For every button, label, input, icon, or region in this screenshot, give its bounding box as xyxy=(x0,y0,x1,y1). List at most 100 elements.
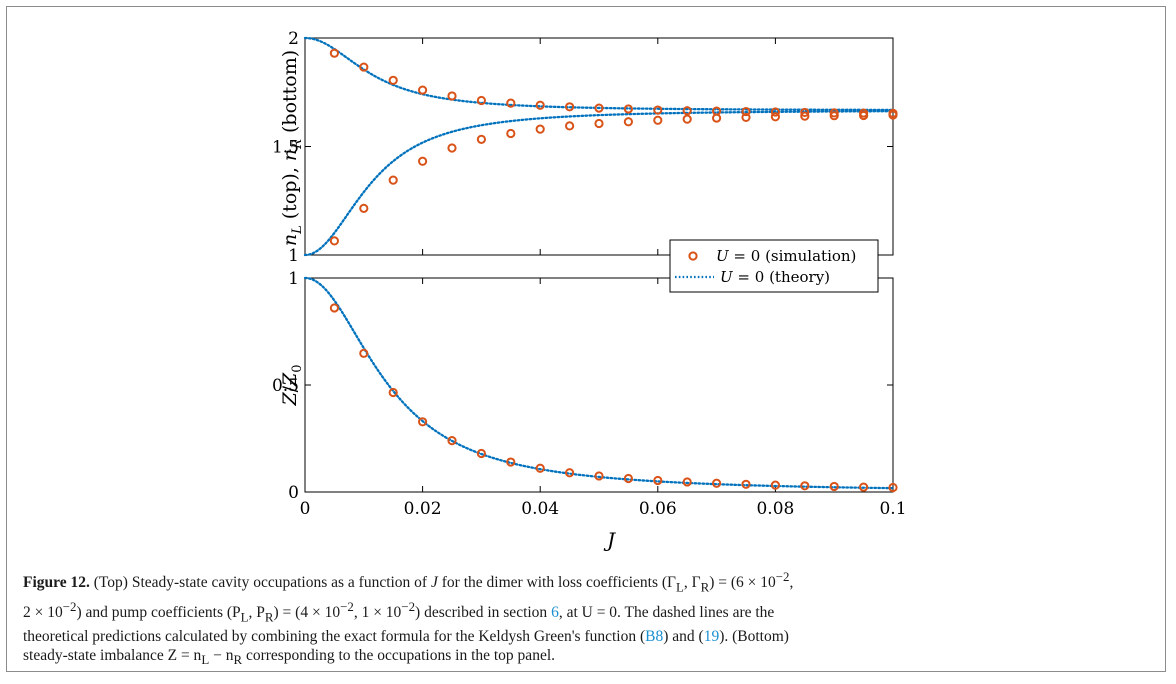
caption-text: corresponding to the occupations in the … xyxy=(242,647,555,664)
data-point xyxy=(447,143,457,153)
figure-plot: 11.52 00.510 0.02 0.04 0.06 0.08 0.1 nL (top)… xyxy=(272,29,907,552)
top-y-label: nL (top), nR (bottom) xyxy=(279,50,305,246)
caption-text: , Γ xyxy=(683,574,701,592)
x-axis-label: J xyxy=(603,528,616,552)
data-point xyxy=(329,48,339,58)
data-point xyxy=(829,111,839,121)
data-point xyxy=(388,75,398,85)
figure-caption: Figure 12. (Top) Steady-state cavity occ… xyxy=(23,567,1153,670)
x-tick-label: 0.06 xyxy=(639,499,677,519)
caption-text: ) described in section xyxy=(415,603,552,621)
caption-text: 2 × 10 xyxy=(23,603,63,621)
data-point xyxy=(888,110,898,120)
theory-curve xyxy=(303,276,895,490)
data-point xyxy=(506,128,516,139)
caption-text: for the dimer with loss coefficients (Γ xyxy=(437,574,676,592)
data-point xyxy=(594,471,604,481)
x-tick-label: 0 xyxy=(300,499,311,519)
caption-var-j: J xyxy=(430,574,438,592)
y-tick-label: 0 xyxy=(288,483,299,503)
data-point xyxy=(770,107,781,117)
caption-text: (Top) Steady-state cavity occupations as… xyxy=(93,574,431,592)
caption-text: , at U = 0. The dashed lines are the xyxy=(558,603,775,621)
data-point xyxy=(535,124,545,134)
caption-sub: R xyxy=(700,579,710,595)
caption-text: ) = (4 × 10 xyxy=(273,603,341,621)
data-point xyxy=(623,117,634,127)
y-tick-label: 1 xyxy=(288,269,299,289)
data-point xyxy=(565,468,575,478)
caption-sup: −2 xyxy=(775,569,790,584)
data-point xyxy=(329,303,339,313)
legend: U = 0 (simulation) U = 0 (theory) xyxy=(669,239,879,293)
caption-text: , 1 × 10 xyxy=(353,603,402,621)
data-point xyxy=(859,482,869,492)
data-point xyxy=(359,348,369,358)
data-point xyxy=(447,436,457,446)
data-point xyxy=(741,479,751,489)
data-point xyxy=(800,111,810,121)
y-tick-label: 1.5 xyxy=(272,138,299,158)
theory-curve xyxy=(303,110,895,257)
caption-sub: L xyxy=(675,579,684,595)
bottom-panel: 0 0.5 1 0 0.02 0.04 0.06 0.08 0.1 xyxy=(272,269,907,519)
data-point xyxy=(359,62,369,72)
data-point xyxy=(418,417,428,427)
data-point xyxy=(682,114,692,124)
caption-text: ) and pump coefficients (P xyxy=(76,603,241,621)
data-point xyxy=(829,481,839,492)
caption-text: steady-state imbalance Z = n xyxy=(23,647,202,664)
data-point xyxy=(653,475,663,486)
theory-curve xyxy=(303,36,895,112)
data-point xyxy=(682,477,692,487)
data-point xyxy=(800,107,810,118)
y-tick-label: 2 xyxy=(288,29,299,49)
caption-text: , xyxy=(789,574,794,592)
figure-number: Figure 12. xyxy=(23,574,90,592)
y-tick-label: 0.5 xyxy=(272,376,299,396)
caption-text: , P xyxy=(248,603,265,621)
x-tick-label: 0.04 xyxy=(521,499,559,519)
caption-link-section[interactable]: 6 xyxy=(551,603,559,621)
caption-sub: L xyxy=(240,609,249,624)
caption-link-19[interactable]: 19 xyxy=(703,627,720,645)
caption-sup: −2 xyxy=(62,598,77,614)
caption-text: ). (Bottom) xyxy=(719,627,789,645)
bottom-y-label: Z/Z0 xyxy=(279,364,305,406)
caption-text: theoretical predictions calculated by co… xyxy=(23,627,646,645)
data-point xyxy=(506,98,516,108)
caption-sup: −2 xyxy=(401,598,416,614)
data-point xyxy=(506,457,516,467)
data-point xyxy=(741,112,751,123)
data-point xyxy=(770,112,781,122)
data-point xyxy=(388,175,398,185)
data-point xyxy=(476,95,486,106)
data-point xyxy=(859,110,869,121)
data-point xyxy=(418,85,428,95)
top-panel: 11.52 xyxy=(272,29,898,266)
data-point xyxy=(418,156,428,166)
data-point xyxy=(741,106,751,117)
data-point xyxy=(682,106,692,116)
data-point xyxy=(712,478,722,488)
caption-sub: R xyxy=(264,609,274,624)
legend-theory-label: U = 0 (theory) xyxy=(720,268,830,286)
data-point xyxy=(535,463,545,473)
data-point xyxy=(565,121,575,131)
data-point xyxy=(476,448,486,459)
caption-link-b8[interactable]: B8 xyxy=(645,627,664,645)
y-tick-label: 1 xyxy=(288,246,299,266)
data-point xyxy=(594,118,604,129)
caption-sub: L xyxy=(201,652,210,668)
data-point xyxy=(653,105,663,115)
x-tick-label: 0.08 xyxy=(756,499,794,519)
legend-sim-marker xyxy=(688,251,698,261)
legend-sim-label: U = 0 (simulation) xyxy=(716,247,856,265)
data-point xyxy=(329,236,339,246)
data-point xyxy=(800,481,810,491)
x-tick-label: 0.02 xyxy=(404,499,442,519)
figure-frame xyxy=(6,6,1166,672)
caption-text: ) and ( xyxy=(663,627,704,645)
plot-frame xyxy=(304,277,894,493)
data-point xyxy=(476,134,486,144)
